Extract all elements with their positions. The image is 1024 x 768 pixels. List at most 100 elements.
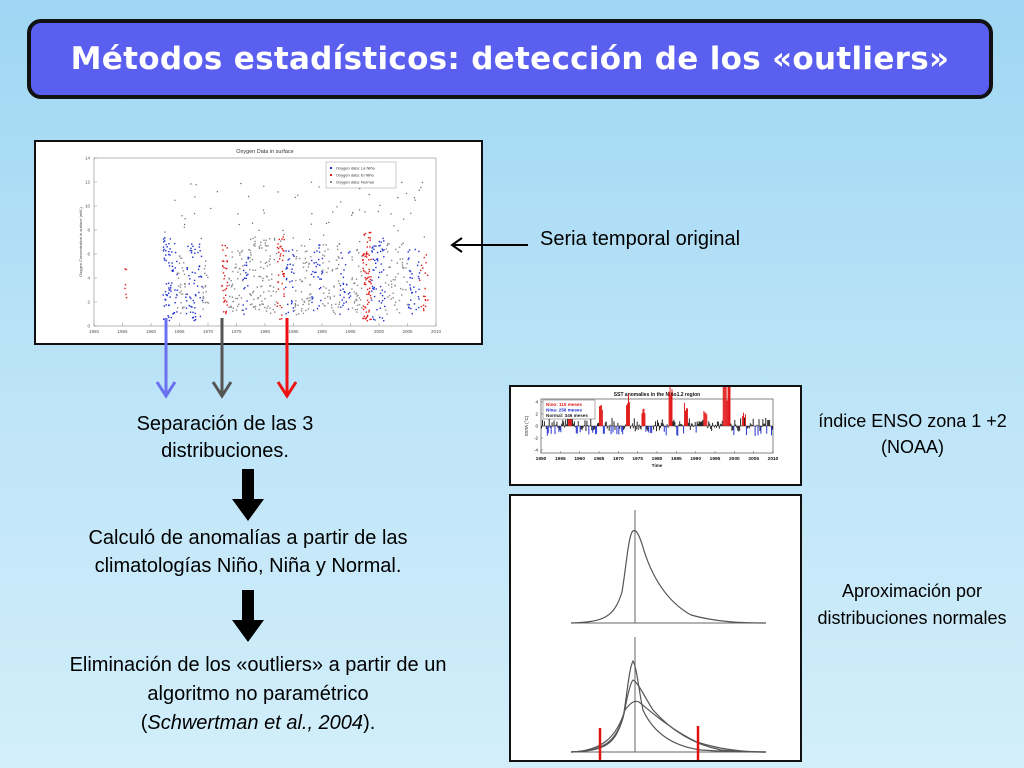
oxygen-point-nina bbox=[343, 302, 345, 304]
oxygen-point-normal bbox=[330, 304, 333, 306]
oxygen-point-nina bbox=[287, 303, 289, 306]
oxygen-point-nina bbox=[342, 282, 344, 285]
oxygen-point-normal bbox=[260, 241, 262, 243]
oxygen-point-nina bbox=[190, 252, 193, 254]
oxygen-point-nina bbox=[374, 319, 376, 321]
sst-bar-nino bbox=[626, 405, 628, 426]
oxygen-point-normal bbox=[301, 280, 303, 282]
oxygen-point-normal bbox=[351, 214, 353, 216]
oxygen-point-normal bbox=[259, 244, 262, 246]
oxygen-point-nina bbox=[372, 246, 374, 248]
oxygen-point-normal bbox=[296, 250, 298, 252]
oxygen-point-normal bbox=[336, 206, 338, 208]
sst-x-tick: 2000 bbox=[729, 456, 740, 462]
arrow-nina bbox=[155, 318, 177, 399]
sst-bar-normal bbox=[764, 423, 766, 426]
oxygen-point-nino bbox=[420, 269, 422, 272]
oxygen-point-nino bbox=[223, 278, 225, 280]
sst-bar-normal bbox=[620, 425, 622, 426]
oxygen-point-normal bbox=[231, 256, 234, 258]
sst-bar-nina bbox=[683, 426, 685, 434]
sst-bar-normal bbox=[631, 423, 633, 426]
oxygen-point-normal bbox=[333, 286, 335, 288]
series-pointer-arrow bbox=[450, 237, 528, 253]
oxygen-point-nina bbox=[200, 276, 203, 278]
oxygen-point-normal bbox=[386, 244, 388, 247]
sst-bar-nino bbox=[670, 395, 672, 426]
oxygen-point-normal bbox=[393, 304, 396, 306]
oxygen-point-normal bbox=[254, 308, 257, 310]
sst-bar-nina bbox=[676, 426, 678, 436]
oxygen-point-nino bbox=[280, 245, 282, 247]
oxygen-point-nino bbox=[369, 294, 372, 297]
oxygen-point-nina bbox=[318, 305, 320, 307]
oxygen-point-nina bbox=[201, 299, 204, 302]
sst-bar-nino bbox=[744, 414, 746, 426]
oxygen-point-normal bbox=[356, 304, 359, 306]
sst-bar-normal bbox=[730, 423, 732, 426]
oxygen-point-normal bbox=[249, 252, 252, 254]
oxygen-point-nina bbox=[409, 277, 411, 279]
sst-bar-normal bbox=[591, 426, 593, 431]
oxygen-point-normal bbox=[200, 237, 202, 240]
oxygen-point-normal bbox=[420, 186, 422, 189]
oxygen-chart-ylabel: Oxygen Concentration in surface (ml/L) bbox=[78, 207, 83, 277]
oxygen-point-normal bbox=[358, 303, 361, 306]
oxygen-point-normal bbox=[395, 248, 397, 251]
sst-x-tick: 1950 bbox=[536, 456, 547, 462]
oxygen-point-normal bbox=[302, 303, 304, 306]
oxygen-point-nina bbox=[341, 299, 343, 301]
oxygen-point-normal bbox=[183, 262, 185, 264]
oxygen-point-normal bbox=[401, 181, 403, 184]
oxygen-point-normal bbox=[266, 276, 268, 278]
oxygen-point-normal bbox=[353, 302, 356, 304]
oxygen-point-normal bbox=[392, 297, 394, 299]
oxygen-point-normal bbox=[335, 303, 337, 305]
oxygen-point-normal bbox=[326, 271, 328, 273]
sst-bar-nino bbox=[723, 382, 725, 426]
oxygen-point-normal bbox=[181, 267, 184, 269]
oxygen-point-nina bbox=[379, 292, 382, 295]
oxygen-x-tick: 1975 bbox=[231, 329, 242, 334]
oxygen-point-nino bbox=[280, 318, 283, 320]
oxygen-point-nina bbox=[380, 241, 382, 243]
sst-bar-normal bbox=[636, 421, 638, 426]
oxygen-point-normal bbox=[294, 303, 297, 306]
oxygen-point-normal bbox=[202, 297, 205, 299]
oxygen-point-nina bbox=[381, 271, 383, 273]
oxygen-point-nina bbox=[165, 249, 167, 252]
sst-bar-normal bbox=[565, 419, 567, 426]
oxygen-point-nino bbox=[365, 279, 367, 281]
oxygen-point-nino bbox=[281, 238, 283, 240]
oxygen-point-nino bbox=[277, 261, 279, 263]
oxygen-point-normal bbox=[333, 295, 335, 297]
oxygen-point-nina bbox=[163, 257, 165, 259]
oxygen-point-nina bbox=[176, 294, 178, 296]
oxygen-point-nina bbox=[343, 296, 345, 299]
oxygen-point-nina bbox=[198, 276, 200, 278]
sst-bar-nina bbox=[745, 426, 747, 436]
sst-bar-nina bbox=[621, 426, 623, 432]
arrow-normal bbox=[211, 318, 233, 399]
oxygen-point-nino bbox=[279, 304, 281, 307]
oxygen-point-normal bbox=[360, 271, 362, 273]
oxygen-point-nino bbox=[363, 234, 366, 236]
sst-bar-normal bbox=[619, 426, 621, 429]
oxygen-point-normal bbox=[202, 308, 204, 310]
sst-bar-normal bbox=[740, 418, 742, 426]
oxygen-point-nina bbox=[318, 258, 320, 261]
sst-bar-nina bbox=[612, 426, 614, 433]
oxygen-point-normal bbox=[385, 309, 387, 311]
oxygen-point-normal bbox=[264, 306, 266, 309]
oxygen-point-normal bbox=[423, 236, 425, 238]
sst-bar-nino bbox=[685, 410, 686, 426]
sst-bar-nina bbox=[575, 426, 577, 434]
oxygen-point-normal bbox=[398, 299, 401, 302]
sst-bar-normal bbox=[694, 421, 696, 426]
sst-bar-normal bbox=[639, 426, 641, 429]
oxygen-scatter-chart: Oxygen Data in surface Oxygen Concentrati… bbox=[78, 149, 442, 334]
oxygen-point-nina bbox=[418, 277, 420, 280]
oxygen-point-normal bbox=[216, 191, 219, 193]
oxygen-point-nina bbox=[380, 263, 382, 265]
oxygen-point-normal bbox=[259, 304, 261, 306]
